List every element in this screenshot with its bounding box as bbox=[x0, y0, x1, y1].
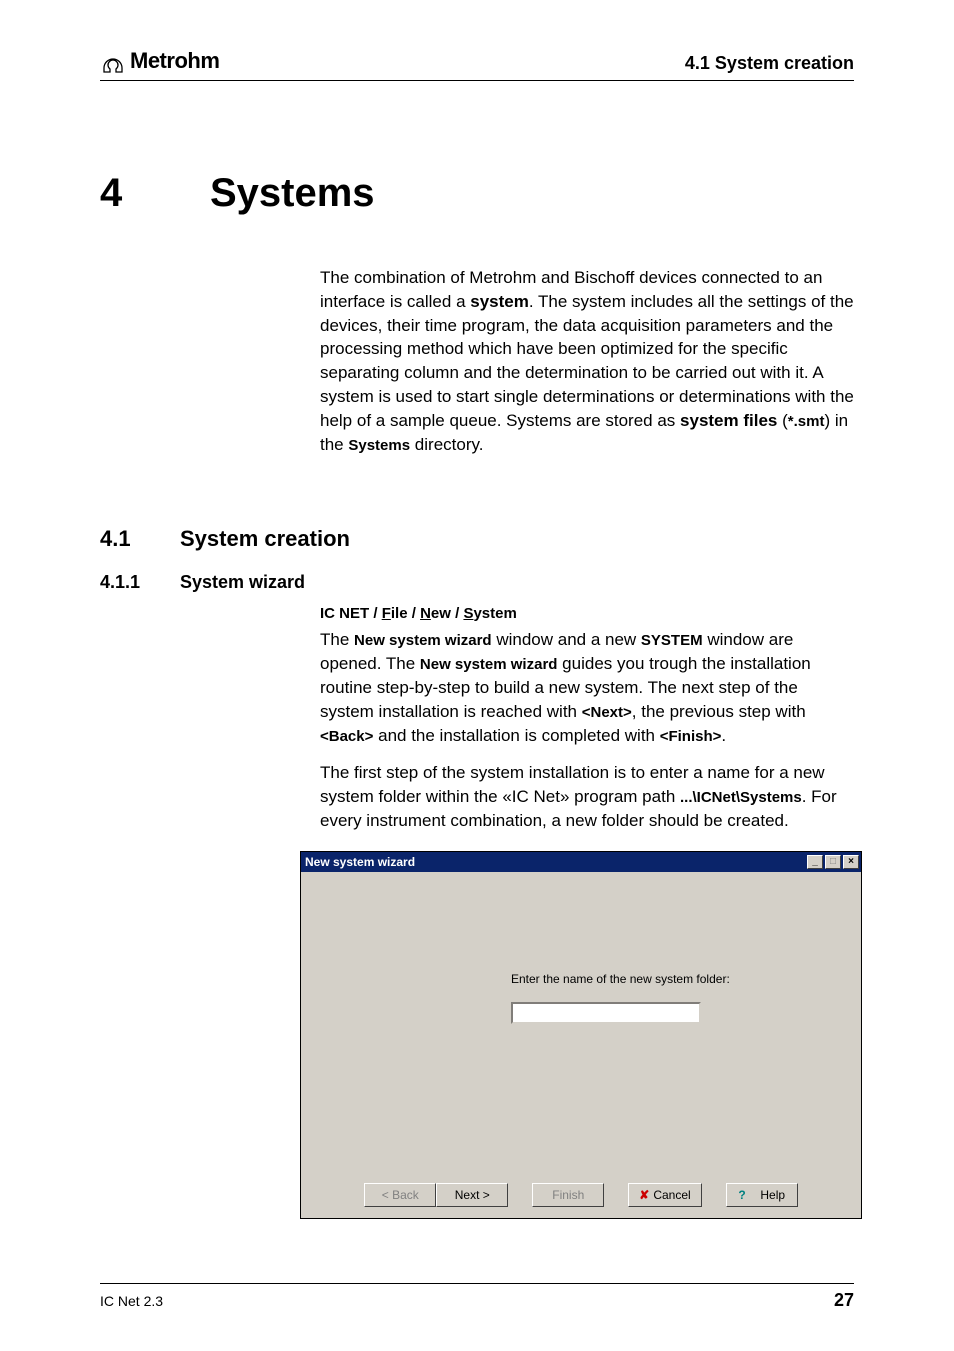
p2-t7: . bbox=[721, 726, 726, 745]
intro-paragraph: The combination of Metrohm and Bischoff … bbox=[320, 266, 854, 456]
menu-p1: IC NET bbox=[320, 605, 369, 622]
menu-p3-r: ew bbox=[431, 605, 451, 622]
header-section-label: 4.1 System creation bbox=[685, 53, 854, 74]
menu-p3-u: N bbox=[420, 605, 431, 622]
p2-t5: , the previous step with bbox=[632, 702, 806, 721]
intro-sb1: *.smt bbox=[788, 413, 825, 430]
menu-p2-u: F bbox=[382, 605, 391, 622]
menu-sep3: / bbox=[451, 605, 464, 622]
intro-t5: directory. bbox=[410, 435, 483, 454]
p2-t6: and the installation is completed with bbox=[373, 726, 659, 745]
menu-p2-r: ile bbox=[391, 605, 408, 622]
menu-sep2: / bbox=[408, 605, 421, 622]
p2-t1: The bbox=[320, 630, 354, 649]
cancel-label: Cancel bbox=[653, 1188, 690, 1202]
paragraph-2: The New system wizard window and a new S… bbox=[320, 628, 854, 832]
p2-b3: New system wizard bbox=[420, 656, 558, 673]
section-4-1-title: System creation bbox=[180, 526, 350, 551]
back-button: < Back bbox=[364, 1183, 436, 1207]
p2-t2: window and a new bbox=[492, 630, 641, 649]
section-4-1-num: 4.1 bbox=[100, 526, 180, 552]
brand-logo: Metrohm bbox=[100, 48, 219, 74]
intro-t3: ( bbox=[777, 411, 787, 430]
p2-b6: <Finish> bbox=[660, 728, 722, 745]
menu-sep1: / bbox=[369, 605, 382, 622]
chapter-heading: 4Systems bbox=[100, 171, 854, 216]
menu-p4-u: S bbox=[463, 605, 473, 622]
chapter-title: Systems bbox=[210, 171, 375, 215]
section-4-1-1-title: System wizard bbox=[180, 572, 305, 592]
nav-button-pair: < Back Next > bbox=[364, 1183, 508, 1207]
intro-b1: system bbox=[470, 292, 529, 311]
page-number: 27 bbox=[834, 1290, 854, 1311]
help-label: Help bbox=[760, 1188, 785, 1202]
footer-product: IC Net 2.3 bbox=[100, 1293, 163, 1309]
help-question-icon: ? bbox=[738, 1188, 745, 1202]
finish-button: Finish bbox=[532, 1183, 604, 1207]
page-header: Metrohm 4.1 System creation bbox=[100, 48, 854, 81]
intro-b2: system files bbox=[680, 411, 777, 430]
maximize-button: □ bbox=[825, 855, 841, 869]
wizard-button-row: < Back Next > Finish ✘ Cancel ? Help bbox=[301, 1172, 861, 1218]
section-4-1: 4.1System creation bbox=[100, 526, 854, 552]
document-page: Metrohm 4.1 System creation 4Systems The… bbox=[0, 0, 954, 1351]
new-system-wizard-window: New system wizard _ □ × Enter the name o… bbox=[300, 851, 862, 1219]
menu-p4-r: ystem bbox=[473, 605, 516, 622]
omega-icon bbox=[100, 52, 126, 74]
titlebar[interactable]: New system wizard _ □ × bbox=[301, 852, 861, 872]
window-title: New system wizard bbox=[305, 855, 415, 869]
menu-path: IC NET / File / New / System bbox=[320, 605, 854, 622]
section-4-1-1: 4.1.1System wizard bbox=[100, 572, 854, 593]
p3-b1: ...\ICNet\Systems bbox=[680, 789, 802, 806]
p2-b4: <Next> bbox=[582, 704, 632, 721]
p2-b2: SYSTEM bbox=[641, 632, 703, 649]
title-controls: _ □ × bbox=[805, 855, 859, 869]
p2-b1: New system wizard bbox=[354, 632, 492, 649]
section-4-1-1-num: 4.1.1 bbox=[100, 572, 180, 593]
cancel-x-icon: ✘ bbox=[639, 1188, 649, 1202]
brand-name: Metrohm bbox=[130, 48, 219, 74]
intro-sb2: Systems bbox=[348, 437, 410, 454]
p2-b5: <Back> bbox=[320, 728, 373, 745]
intro-t2: . The system includes all the settings o… bbox=[320, 292, 854, 430]
folder-name-prompt: Enter the name of the new system folder: bbox=[511, 972, 730, 986]
wizard-body: Enter the name of the new system folder: bbox=[301, 872, 861, 1172]
minimize-button[interactable]: _ bbox=[807, 855, 823, 869]
page-footer: IC Net 2.3 27 bbox=[100, 1283, 854, 1311]
next-button[interactable]: Next > bbox=[436, 1183, 508, 1207]
folder-name-input[interactable] bbox=[511, 1002, 701, 1024]
cancel-button[interactable]: ✘ Cancel bbox=[628, 1183, 701, 1207]
help-button[interactable]: ? Help bbox=[726, 1183, 798, 1207]
chapter-number: 4 bbox=[100, 171, 210, 216]
close-button[interactable]: × bbox=[843, 855, 859, 869]
